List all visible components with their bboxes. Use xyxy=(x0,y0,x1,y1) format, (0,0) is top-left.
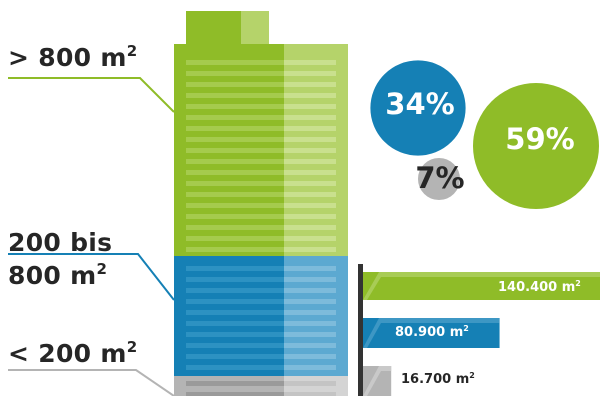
bar-label-medium: 80.900 m2 xyxy=(395,324,469,340)
medium-stripe xyxy=(186,343,284,348)
bar-label-small: 16.700 m2 xyxy=(401,371,475,387)
bar-highlight xyxy=(363,366,392,396)
medium-stripe xyxy=(186,277,284,282)
large-stripe xyxy=(186,148,284,153)
large-stripe xyxy=(186,104,284,109)
connector-line-large xyxy=(8,77,175,113)
large-stripe-light xyxy=(284,225,336,230)
medium-stripe-light xyxy=(284,321,336,326)
bar-chart-axis xyxy=(358,264,363,396)
large-stripe xyxy=(186,115,284,120)
medium-stripe xyxy=(186,365,284,370)
medium-stripe xyxy=(186,288,284,293)
label-medium-line1: 200 bis xyxy=(8,228,113,257)
large-stripe-light xyxy=(284,148,336,153)
large-stripe xyxy=(186,236,284,241)
medium-stripe-light xyxy=(284,365,336,370)
label-large: > 800 m2 xyxy=(8,42,138,72)
bubble-1 xyxy=(368,58,468,158)
large-stripe-light xyxy=(284,126,336,131)
large-stripe xyxy=(186,214,284,219)
large-stripe-light xyxy=(284,192,336,197)
medium-stripe-light xyxy=(284,332,336,337)
large-stripe-light xyxy=(284,181,336,186)
small-stripe-light xyxy=(284,381,336,386)
bar-0 xyxy=(363,272,600,300)
large-stripe-light xyxy=(284,159,336,164)
large-stripe-light xyxy=(284,170,336,175)
medium-stripe xyxy=(186,321,284,326)
large-stripe xyxy=(186,137,284,142)
large-stripe-light xyxy=(284,104,336,109)
connector-line-small xyxy=(8,369,175,396)
large-stripe xyxy=(186,159,284,164)
medium-stripe-light xyxy=(284,343,336,348)
medium-stripe-light xyxy=(284,266,336,271)
large-stripe-light xyxy=(284,71,336,76)
bubble-label-large: 59% xyxy=(505,122,575,156)
medium-stripe-light xyxy=(284,288,336,293)
large-stripe-light xyxy=(284,236,336,241)
bubble-label-medium: 34% xyxy=(385,87,455,121)
large-stripe xyxy=(186,126,284,131)
medium-stripe-light xyxy=(284,310,336,315)
bubble-0 xyxy=(471,81,600,211)
large-stripe-light xyxy=(284,60,336,65)
medium-stripe xyxy=(186,354,284,359)
medium-stripe xyxy=(186,299,284,304)
large-stripe-light xyxy=(284,93,336,98)
bubble-label-small: 7% xyxy=(415,161,465,195)
large-stripe xyxy=(186,82,284,87)
large-stripe xyxy=(186,93,284,98)
small-stripe-light xyxy=(284,392,336,396)
building-stack xyxy=(174,11,348,396)
connector-line-medium xyxy=(8,253,175,301)
share-bubbles xyxy=(368,58,600,211)
medium-stripe-light xyxy=(284,299,336,304)
bubble-2 xyxy=(416,156,462,202)
small-stripe xyxy=(186,392,284,396)
large-stripe xyxy=(186,192,284,197)
large-stripe xyxy=(186,247,284,252)
medium-stripe xyxy=(186,332,284,337)
large-stripe xyxy=(186,225,284,230)
large-stripe-light xyxy=(284,115,336,120)
large-stripe-light xyxy=(284,137,336,142)
bar-2 xyxy=(363,366,392,396)
large-stripe-light xyxy=(284,214,336,219)
label-small: < 200 m2 xyxy=(8,338,138,368)
large-stripe xyxy=(186,181,284,186)
medium-stripe-light xyxy=(284,277,336,282)
large-stripe-light xyxy=(284,82,336,87)
bar-label-large: 140.400 m2 xyxy=(498,279,581,295)
medium-stripe xyxy=(186,266,284,271)
building-roof-block xyxy=(186,11,241,45)
area-bar-chart xyxy=(363,272,600,396)
medium-stripe-light xyxy=(284,354,336,359)
large-stripe xyxy=(186,170,284,175)
medium-stripe xyxy=(186,310,284,315)
small-stripe xyxy=(186,381,284,386)
building-roof-block-light xyxy=(241,11,269,45)
large-stripe-light xyxy=(284,203,336,208)
large-stripe-light xyxy=(284,247,336,252)
bar-1 xyxy=(363,318,500,348)
bar-highlight xyxy=(363,318,500,348)
large-stripe xyxy=(186,203,284,208)
large-stripe xyxy=(186,71,284,76)
large-stripe xyxy=(186,60,284,65)
window-stripes xyxy=(186,60,336,396)
label-medium-line2: 800 m2 xyxy=(8,260,108,290)
bar-highlight xyxy=(363,272,600,300)
